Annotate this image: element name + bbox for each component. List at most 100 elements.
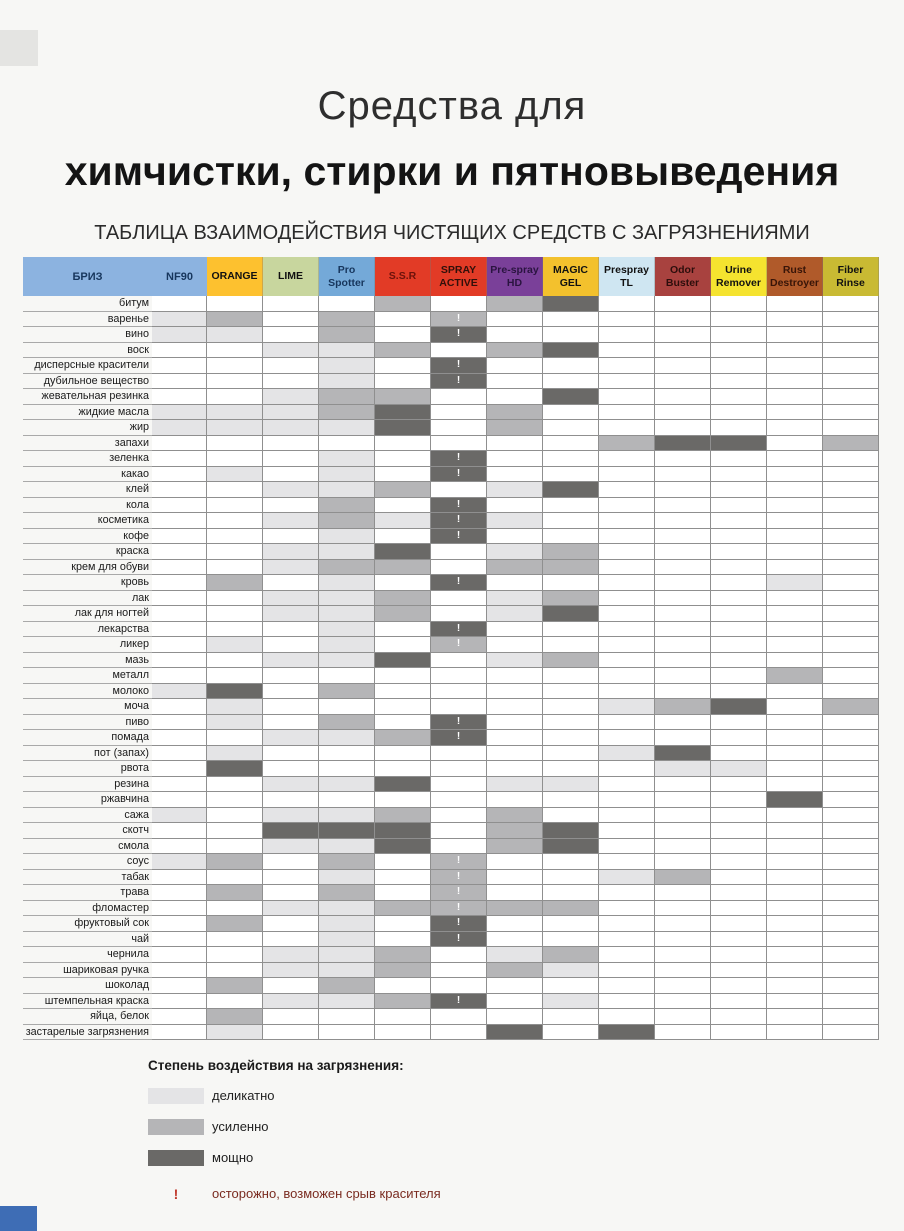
grid-cell [655,1024,711,1040]
grid-cell [823,342,879,358]
grid-cell [823,714,879,730]
grid-cell [767,947,823,963]
grid-cell [152,823,207,839]
grid-cell [711,761,767,777]
grid-cell [375,482,431,498]
grid-cell [767,931,823,947]
grid-cell [319,714,375,730]
grid-cell [263,389,319,405]
grid-cell [543,993,599,1009]
grid-cell [152,714,207,730]
grid-cell: ! [431,466,487,482]
grid-cell [767,854,823,870]
grid-cell [207,358,263,374]
grid-cell [711,637,767,653]
grid-cell [655,916,711,932]
grid-cell [823,482,879,498]
grid-cell [319,420,375,436]
grid-cell [767,606,823,622]
row-label: шоколад [23,978,152,994]
grid-cell [263,900,319,916]
grid-cell [319,296,375,312]
grid-cell [487,993,543,1009]
grid-cell [655,513,711,529]
grid-cell [375,823,431,839]
grid-cell [711,807,767,823]
grid-cell [767,962,823,978]
grid-cell [655,420,711,436]
grid-cell [487,668,543,684]
grid-cell [487,730,543,746]
grid-cell [767,745,823,761]
table-row: лекарства! [23,621,879,637]
grid-cell [543,420,599,436]
grid-cell [767,885,823,901]
row-label: табак [23,870,152,885]
row-label: резина [23,777,152,792]
grid-cell [263,1009,319,1025]
grid-cell: ! [431,900,487,916]
grid-cell [375,373,431,389]
grid-cell [431,792,487,808]
table-row: молоко [23,683,879,699]
grid-cell [207,962,263,978]
grid-cell [207,342,263,358]
grid-cell [263,978,319,994]
row-label: жидкие масла [23,405,152,420]
grid-cell [711,327,767,343]
column-header: S.S.R [375,257,431,296]
row-label: скотч [23,823,152,839]
grid-cell [543,699,599,715]
grid-cell [711,528,767,544]
grid-cell [263,668,319,684]
grid-cell [263,482,319,498]
table-header-row: БРИЗ NF90 ORANGE LIME Pro Spotter S.S.R SPRAY … [23,257,879,296]
grid-cell [823,761,879,777]
grid-cell [487,513,543,529]
grid-cell [207,1024,263,1040]
row-label: фломастер [23,901,152,916]
grid-cell [599,962,655,978]
grid-cell [543,575,599,591]
grid-cell [823,621,879,637]
row-label: мазь [23,653,152,668]
grid-cell [375,900,431,916]
row-label: фруктовый сок [23,916,152,932]
grid-cell [599,683,655,699]
grid-cell [207,575,263,591]
grid-cell [263,714,319,730]
grid-cell [207,823,263,839]
grid-cell [655,575,711,591]
grid-cell [543,869,599,885]
grid-cell [207,389,263,405]
brand-label: БРИЗ [72,270,103,283]
table-subtitle: ТАБЛИЦА ВЗАИМОДЕЙСТВИЯ ЧИСТЯЩИХ СРЕДСТВ … [94,222,810,244]
row-label: чернила [23,947,152,963]
table-row: жевательная резинка [23,389,879,405]
grid-cell [711,1024,767,1040]
grid-cell [543,823,599,839]
grid-cell [711,838,767,854]
decor-bottom-left-box [0,1206,37,1231]
grid-cell [711,358,767,374]
grid-cell [152,916,207,932]
grid-cell [152,358,207,374]
row-label: какао [23,467,152,482]
grid-cell [152,931,207,947]
grid-cell [767,497,823,513]
grid-cell [711,420,767,436]
grid-cell [655,838,711,854]
grid-cell [487,466,543,482]
grid-cell [543,482,599,498]
grid-cell: ! [431,575,487,591]
grid-cell [823,404,879,420]
grid-cell [152,745,207,761]
grid-cell [207,1009,263,1025]
grid-cell [767,373,823,389]
grid-cell [599,420,655,436]
grid-cell [823,559,879,575]
grid-cell [375,606,431,622]
row-label: кофе [23,529,152,544]
grid-cell [207,621,263,637]
